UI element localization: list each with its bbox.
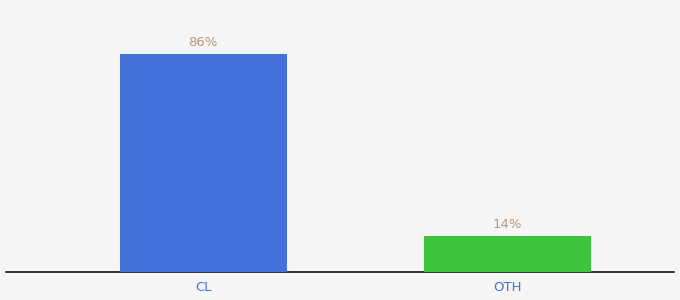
Text: 86%: 86% bbox=[188, 36, 218, 49]
Text: 14%: 14% bbox=[492, 218, 522, 231]
Bar bbox=[424, 236, 591, 272]
Bar bbox=[120, 54, 287, 272]
